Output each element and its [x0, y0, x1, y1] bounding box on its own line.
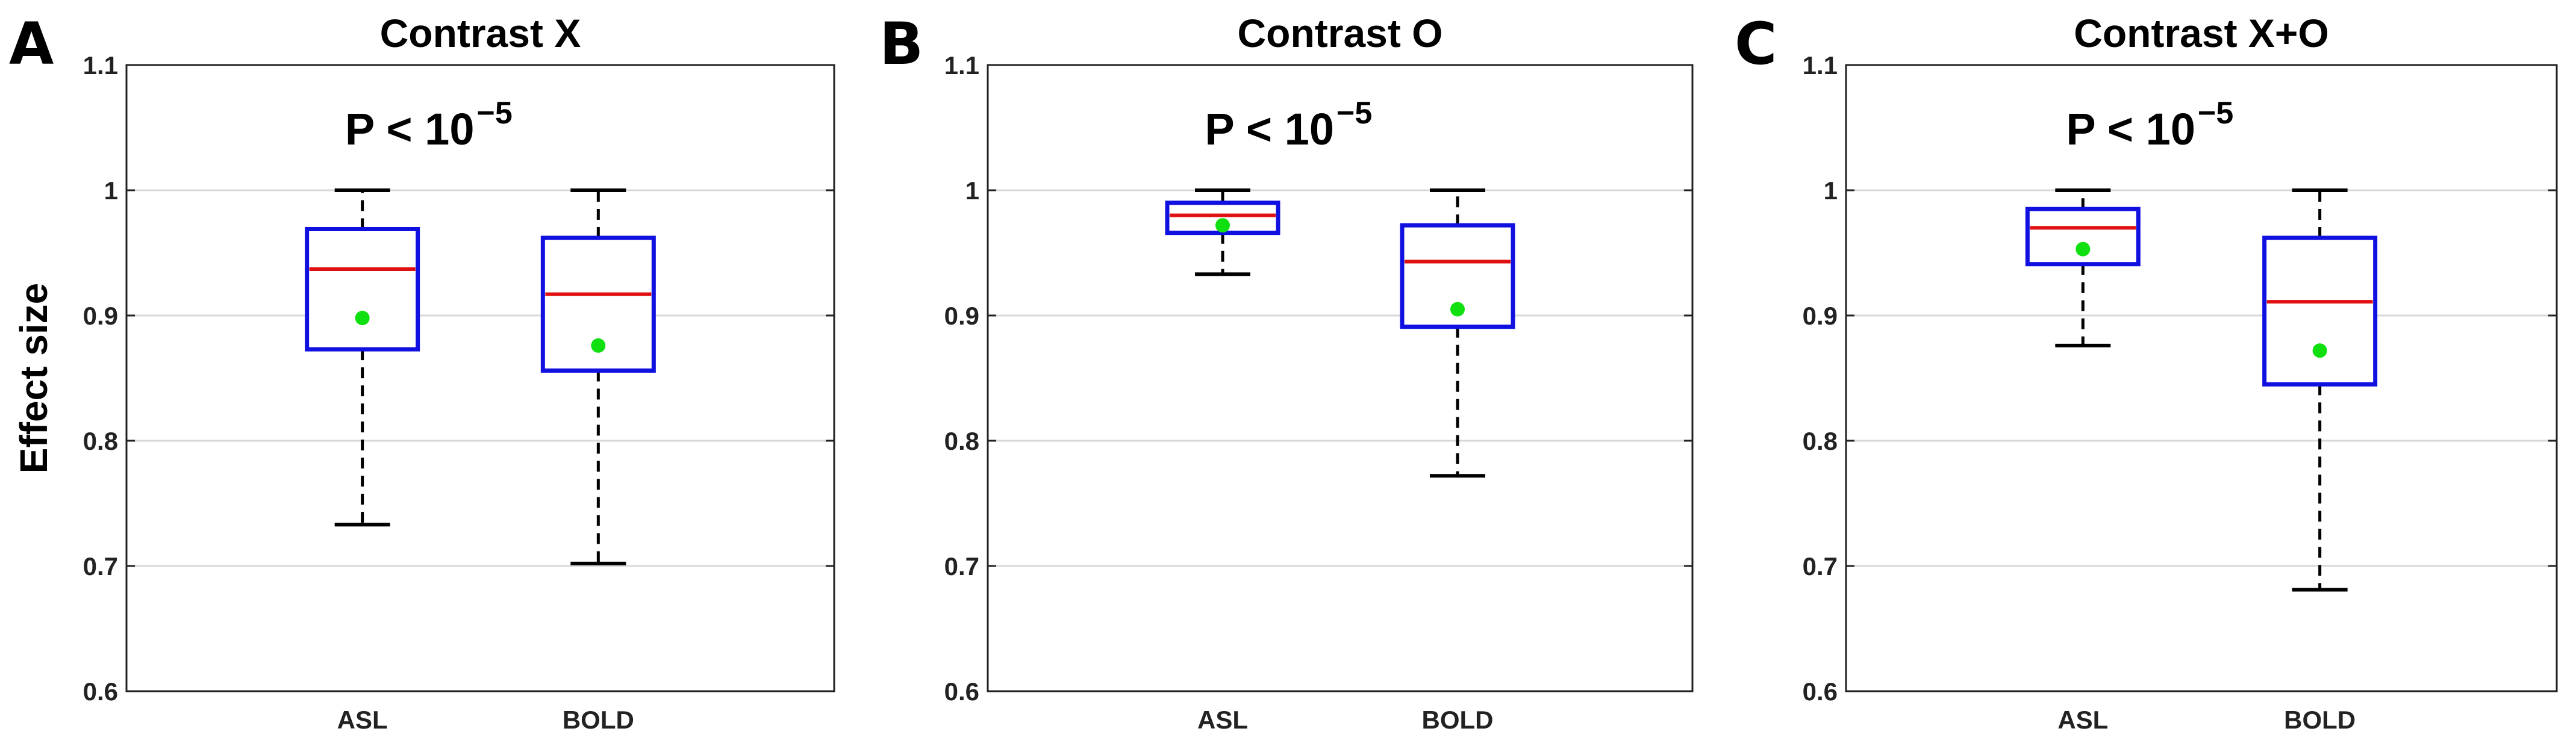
p-value-annotation: P < 10	[1205, 104, 1334, 154]
x-tick-label: ASL	[1197, 706, 1248, 734]
box-bold	[1400, 188, 1515, 478]
chart-panel-a: 0.6 0.7 0.8 0.9 1 1.1 ASL BOLD Contrast X A P < 10…	[9, 10, 835, 734]
panel-letter: B	[879, 10, 923, 78]
y-axis-label: Effect size	[12, 283, 55, 474]
axes-frame	[1845, 64, 2558, 692]
mean-marker	[591, 338, 606, 353]
y-tick-label: 0.7	[944, 552, 979, 580]
y-tick-label: 0.6	[1803, 677, 1838, 706]
chart-panel-c: 0.6 0.7 0.8 0.9 1 1.1 ASL BOLD Contrast X+O C P < …	[1735, 10, 2558, 734]
y-tick-label: 1.1	[1803, 51, 1838, 79]
mean-marker	[2075, 241, 2091, 256]
p-value-annotation: P < 10	[345, 104, 475, 154]
y-tick-label: 1.1	[944, 51, 979, 79]
y-tick-label: 0.6	[83, 677, 118, 706]
x-tick-label: BOLD	[2284, 706, 2356, 734]
y-tick-label: 0.9	[83, 302, 118, 330]
y-tick-label: 1	[104, 176, 118, 205]
axes-frame	[125, 64, 835, 692]
y-tick-label: 0.9	[1803, 302, 1838, 330]
y-tick-label: 1.1	[83, 51, 118, 79]
x-tick-label: ASL	[2057, 706, 2108, 734]
mean-marker	[1215, 218, 1230, 233]
box-asl	[1165, 188, 1280, 276]
axes-frame	[987, 64, 1694, 692]
mean-marker	[1450, 302, 1465, 317]
p-value-exponent: −5	[477, 96, 513, 131]
chart-title: Contrast X+O	[2074, 11, 2329, 55]
x-tick-label: ASL	[337, 706, 388, 734]
y-tick-label: 0.8	[83, 427, 118, 455]
chart-title: Contrast X	[380, 11, 581, 55]
iqr-box	[305, 226, 420, 352]
mean-marker	[2312, 343, 2327, 358]
y-tick-label: 0.9	[944, 302, 979, 330]
box-bold	[2262, 188, 2378, 592]
box-bold	[540, 188, 656, 565]
panel-letter: A	[9, 10, 54, 78]
y-tick-label: 1	[1824, 176, 1838, 205]
y-tick-label: 0.7	[83, 552, 118, 580]
y-tick-label: 0.7	[1803, 552, 1838, 580]
mean-marker	[355, 311, 370, 326]
chart-title: Contrast O	[1237, 11, 1442, 55]
iqr-box	[1165, 200, 1280, 235]
p-value-annotation: P < 10	[2066, 104, 2195, 154]
panel-letter: C	[1735, 10, 1777, 78]
y-tick-label: 0.8	[1803, 427, 1838, 455]
box-asl	[305, 188, 420, 527]
p-value-exponent: −5	[2198, 96, 2233, 131]
box-asl	[2025, 188, 2141, 347]
iqr-box	[2262, 235, 2378, 387]
chart-panel-b: 0.6 0.7 0.8 0.9 1 1.1 ASL BOLD Contrast O B P < 10…	[879, 10, 1694, 734]
x-tick-label: BOLD	[1422, 706, 1494, 734]
y-tick-label: 0.6	[944, 677, 979, 706]
x-tick-label: BOLD	[563, 706, 634, 734]
y-tick-label: 1	[965, 176, 979, 205]
y-tick-label: 0.8	[944, 427, 979, 455]
p-value-exponent: −5	[1336, 96, 1372, 131]
